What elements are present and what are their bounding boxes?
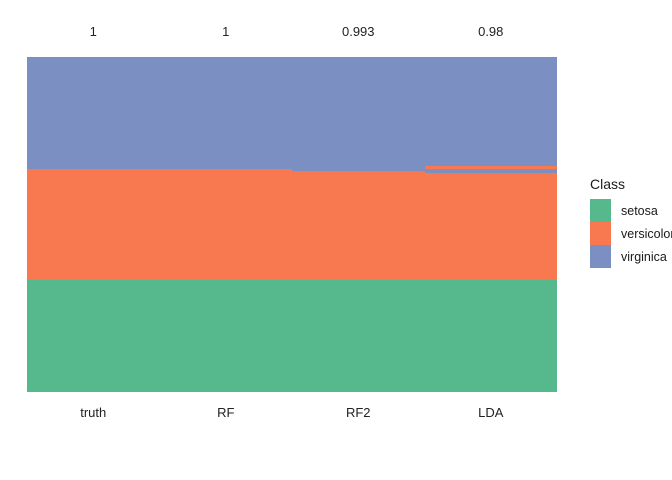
legend-label-setosa: setosa xyxy=(621,203,658,218)
bar-segment-setosa xyxy=(27,280,160,392)
accuracy-label-RF2: 0.993 xyxy=(341,24,375,39)
legend-swatch-versicolor xyxy=(590,222,611,245)
legend-key-versicolor: versicolor xyxy=(590,222,672,245)
legend-label-versicolor: versicolor xyxy=(621,226,672,241)
accuracy-label-LDA: 0.98 xyxy=(478,24,504,39)
legend-title: Class xyxy=(590,176,626,192)
legend: Class setosa versicolor virginica xyxy=(590,177,672,268)
bar-segment-versicolor xyxy=(424,166,557,169)
accuracy-label-truth: 1 xyxy=(89,24,97,39)
legend-swatch-setosa xyxy=(590,199,611,222)
category-label-RF: RF xyxy=(217,405,235,420)
bar-segment-versicolor xyxy=(292,170,425,281)
bar-segment-setosa xyxy=(159,280,292,392)
bottom-axis: truth RF RF2 LDA xyxy=(27,405,557,420)
plot-area xyxy=(27,57,557,392)
bar-segment-setosa xyxy=(292,280,425,392)
bar-segment-versicolor xyxy=(424,173,557,281)
bar-segment-versicolor xyxy=(27,168,160,281)
top-axis: 1 1 0.993 0.98 xyxy=(27,24,557,39)
category-label-LDA: LDA xyxy=(478,405,504,420)
accuracy-label-RF: 1 xyxy=(222,24,230,39)
bar-column-LDA xyxy=(424,57,557,392)
bar-segment-versicolor xyxy=(159,168,292,281)
category-label-RF2: RF2 xyxy=(345,405,371,420)
category-label-truth: truth xyxy=(80,405,107,420)
legend-key-virginica: virginica xyxy=(590,245,672,268)
bar-column-RF2 xyxy=(292,57,425,392)
legend-keys: setosa versicolor virginica xyxy=(590,199,672,268)
legend-swatch-virginica xyxy=(590,245,611,268)
legend-label-virginica: virginica xyxy=(621,249,667,264)
legend-key-setosa: setosa xyxy=(590,199,672,222)
bar-column-RF xyxy=(159,57,292,392)
bar-segment-virginica xyxy=(424,57,557,167)
bar-column-truth xyxy=(27,57,160,392)
bar-segment-virginica xyxy=(424,168,557,174)
bar-segment-virginica xyxy=(159,57,292,169)
bar-segment-virginica xyxy=(27,57,160,169)
bar-segment-setosa xyxy=(424,280,557,392)
bar-segment-virginica xyxy=(292,57,425,171)
